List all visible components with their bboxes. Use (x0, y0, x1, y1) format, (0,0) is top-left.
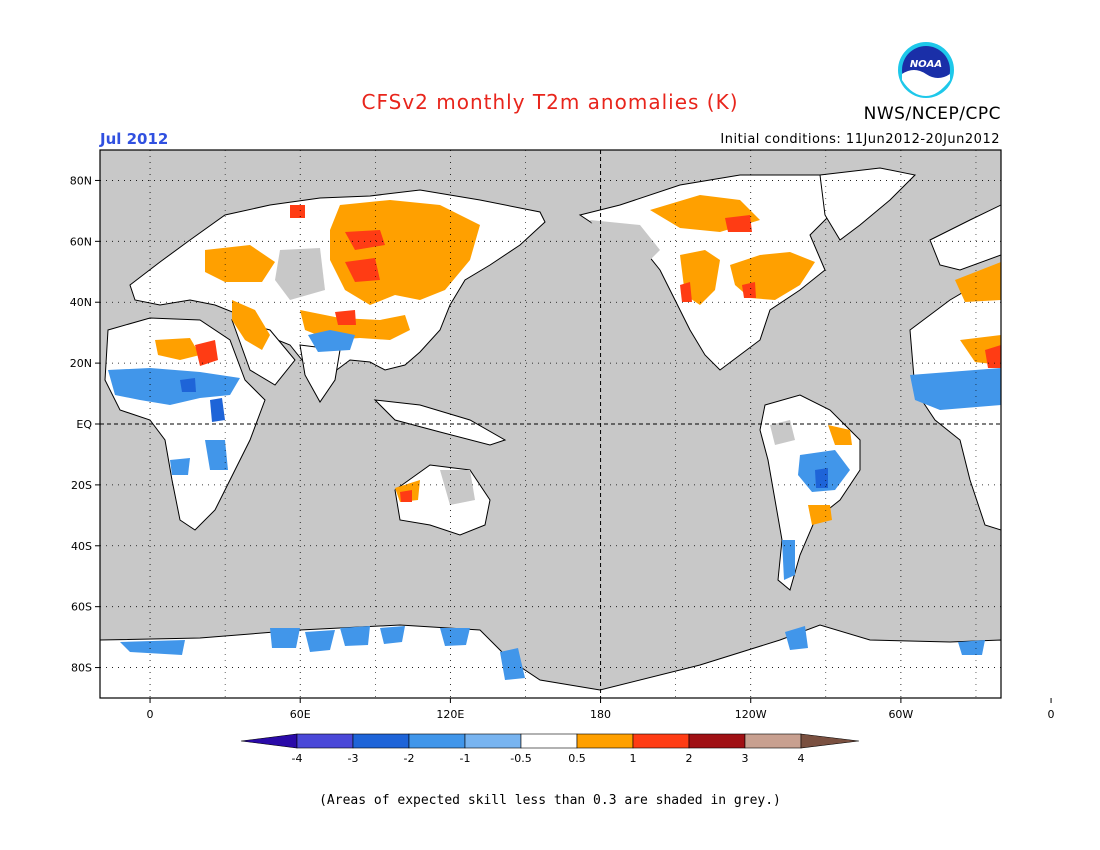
longitude-label: 60W (888, 708, 913, 721)
latitude-label: 80N (70, 174, 92, 187)
agency-label: NWS/NCEP/CPC (863, 104, 1001, 124)
colorbar-segment-min (240, 733, 298, 749)
latitude-label: 40S (71, 540, 92, 553)
colorbar-segment (464, 733, 522, 749)
colorbar-segment-max (800, 733, 860, 749)
low-skill-land-patches (275, 220, 795, 505)
colorbar-segment (296, 733, 354, 749)
longitude-label: 180 (590, 708, 611, 721)
colorbar-segment (520, 733, 578, 749)
colorbar-tick-label: -4 (292, 752, 303, 765)
longitude-label: 120E (436, 708, 464, 721)
colorbar-tick-label: 2 (686, 752, 693, 765)
latitude-label: 60S (71, 601, 92, 614)
latitude-label: 80S (71, 662, 92, 675)
colorbar-segments (240, 733, 860, 749)
colorbar-segment (688, 733, 746, 749)
europe-wrap-north (929, 204, 1001, 271)
colorbar-segment (744, 733, 802, 749)
colorbar-tick-label: -0.5 (510, 752, 531, 765)
latitude-label: 20N (70, 357, 92, 370)
hot-anomaly-patches (195, 205, 1001, 502)
indonesia-landmass (373, 399, 507, 446)
longitude-label: 60E (290, 708, 311, 721)
skill-note: (Areas of expected skill less than 0.3 a… (319, 793, 781, 808)
latitude-label: 20S (71, 479, 92, 492)
noaa-logo: NOAA (898, 42, 954, 98)
cool-anomaly-patches (108, 330, 1001, 680)
colorbar-tick-labels: -4 -3 -2 -1 -0.5 0.5 1 2 3 4 (292, 752, 805, 765)
colorbar: -4 -3 -2 -1 -0.5 0.5 1 2 3 4 (240, 733, 860, 765)
colorbar-tick-label: 0.5 (568, 752, 586, 765)
colorbar-segment (576, 733, 634, 749)
latitude-labels: 80N 60N 40N 20N EQ 20S 40S 60S 80S (70, 174, 93, 674)
longitude-labels: 0 60E 120E 180 120W 60W 0 (147, 708, 1055, 721)
colorbar-tick-label: -1 (460, 752, 471, 765)
colorbar-segment (632, 733, 690, 749)
longitude-label: 0 (1048, 708, 1055, 721)
colorbar-tick-label: -3 (348, 752, 359, 765)
greenland-landmass (819, 167, 917, 241)
initial-conditions: Initial conditions: 11Jun2012-20Jun2012 (720, 132, 1000, 147)
world-map: 80N 60N 40N 20N EQ 20S 40S 60S 80S 0 60E 120E 180 12… (70, 149, 1055, 721)
colorbar-tick-label: 3 (742, 752, 749, 765)
colorbar-tick-label: 4 (798, 752, 805, 765)
colorbar-tick-label: -2 (404, 752, 415, 765)
logo-text: NOAA (910, 59, 942, 70)
latitude-label: 60N (70, 235, 92, 248)
map-title: CFSv2 monthly T2m anomalies (K) (361, 90, 739, 114)
colorbar-tick-label: 1 (630, 752, 637, 765)
latitude-label: 40N (70, 296, 92, 309)
map-gridlines (95, 150, 1052, 703)
colorbar-segment (352, 733, 410, 749)
colorbar-segment (408, 733, 466, 749)
north-america-landmass (578, 174, 872, 371)
strong-cool-anomaly-patches (180, 378, 828, 488)
longitude-label: 120W (735, 708, 767, 721)
latitude-label: EQ (76, 418, 92, 431)
longitude-label: 0 (147, 708, 154, 721)
forecast-month: Jul 2012 (100, 130, 169, 148)
